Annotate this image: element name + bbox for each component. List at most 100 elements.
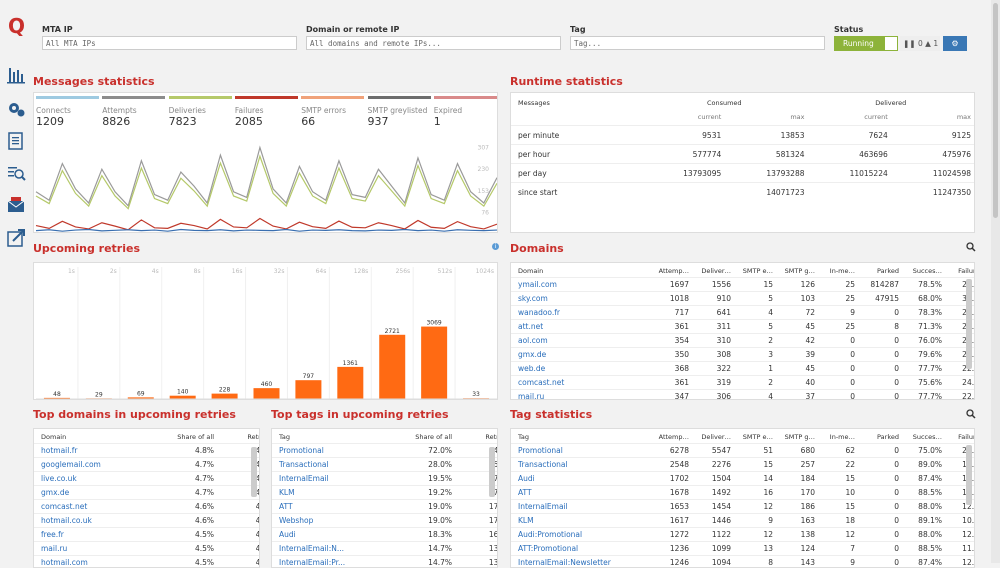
series-line xyxy=(36,229,497,231)
search-icon[interactable] xyxy=(966,242,976,252)
toggle[interactable] xyxy=(885,37,897,50)
table-cell: 10.9% xyxy=(945,514,975,528)
column-header: In-me… xyxy=(818,264,858,278)
table-cell: 1 xyxy=(734,362,776,376)
table-cell xyxy=(808,183,891,202)
table-cell: 1642 xyxy=(455,528,498,542)
table-cell: 1697 xyxy=(649,278,692,292)
table-cell: 581324 xyxy=(724,145,807,164)
page-scrollbar[interactable] xyxy=(991,0,1000,563)
link-cell: InternalEmail:Newsletter xyxy=(511,556,649,568)
table-cell: 0 xyxy=(858,514,902,528)
link-cell: InternalEmail:N... xyxy=(272,542,377,556)
info-icon[interactable]: i xyxy=(492,243,499,250)
y-tick-label: 76 xyxy=(481,210,489,217)
table-cell: 184 xyxy=(776,472,818,486)
mail-icon[interactable] xyxy=(8,197,24,212)
link-cell: att.net xyxy=(511,320,649,334)
domain-input[interactable]: All domains and remote IPs... xyxy=(306,36,561,50)
series-line xyxy=(36,156,497,208)
table-cell: 311 xyxy=(692,320,734,334)
table-cell: 1702 xyxy=(649,472,692,486)
column-header: Tag xyxy=(511,430,649,444)
table-cell: 1272 xyxy=(649,528,692,542)
search-log-icon[interactable] xyxy=(8,167,25,180)
table-cell: 170 xyxy=(776,486,818,500)
table-cell: 8 xyxy=(858,320,902,334)
table-cell: 9125 xyxy=(891,126,974,145)
data-label: 228 xyxy=(219,387,231,394)
table-cell: 4.7% xyxy=(139,472,217,486)
table-cell: 40 xyxy=(776,376,818,390)
table-cell: 88.0% xyxy=(902,500,945,514)
log-icon[interactable] xyxy=(9,133,22,149)
table-cell: 1492 xyxy=(692,486,734,500)
table-cell: 19.0% xyxy=(377,500,455,514)
tag-select[interactable]: Tag... xyxy=(570,36,825,50)
settings-icon[interactable] xyxy=(9,103,25,117)
column-header: Attemp… xyxy=(649,264,692,278)
filter-label: Tag xyxy=(570,25,586,34)
link-cell: Audi xyxy=(272,528,377,542)
table-cell: 19.5% xyxy=(377,472,455,486)
table-cell: 19.0% xyxy=(377,514,455,528)
link-cell: Webshop xyxy=(272,514,377,528)
bar xyxy=(295,380,321,399)
bar xyxy=(337,367,363,399)
table-row: free.fr4.5%406 xyxy=(34,528,260,542)
table-cell: 368 xyxy=(649,362,692,376)
x-tick-label: 1024s xyxy=(476,268,494,275)
x-tick-label: 8s xyxy=(194,268,201,275)
column-subheader: current xyxy=(808,109,891,126)
pause-icon: ❚❚ xyxy=(903,39,916,48)
table-cell: 13 xyxy=(734,542,776,556)
table-cell: 87.4% xyxy=(902,556,945,568)
table-cell: 68.0% xyxy=(902,292,945,306)
table-cell: 257 xyxy=(776,458,818,472)
table-cell: 0 xyxy=(858,556,902,568)
column-header: SMTP g… xyxy=(776,430,818,444)
table-cell: 910 xyxy=(692,292,734,306)
table-cell: 15 xyxy=(734,278,776,292)
table-cell: 77.7% xyxy=(902,390,945,401)
table-cell: 1246 xyxy=(649,556,692,568)
search-icon[interactable] xyxy=(966,409,976,419)
settings-button[interactable]: ⚙ xyxy=(943,36,967,51)
table-cell: 126 xyxy=(776,278,818,292)
link-cell: Promotional xyxy=(511,444,649,458)
table-row: gmx.de4.7%421 xyxy=(34,486,260,500)
table-row: InternalEmail:Pr...14.7%1318 xyxy=(272,556,498,568)
column-header: Deliver… xyxy=(692,264,734,278)
column-header: Parked xyxy=(858,264,902,278)
link-cell: gmx.de xyxy=(511,348,649,362)
table-row: live.co.uk4.7%424 xyxy=(34,472,260,486)
link-cell: Transactional xyxy=(272,458,377,472)
link-cell: hotmail.co.uk xyxy=(34,514,139,528)
table-cell: 361 xyxy=(649,320,692,334)
column-header: Domain xyxy=(511,264,649,278)
logo[interactable]: Q xyxy=(8,14,25,38)
mta-ip-select[interactable]: All MTA IPs xyxy=(42,36,297,50)
link-cell: Transactional xyxy=(511,458,649,472)
link-cell: ATT xyxy=(511,486,649,500)
table-row: ATT:Promotional12361099131247088.5%11.5%… xyxy=(511,542,975,556)
table-cell: 1318 xyxy=(455,542,498,556)
x-tick-label: 4s xyxy=(152,268,159,275)
paused-count: 0 xyxy=(918,39,923,48)
table-cell: 4.6% xyxy=(139,500,217,514)
export-icon[interactable] xyxy=(8,230,24,246)
stats-icon[interactable] xyxy=(7,68,25,84)
link-cell: ymail.com xyxy=(511,278,649,292)
